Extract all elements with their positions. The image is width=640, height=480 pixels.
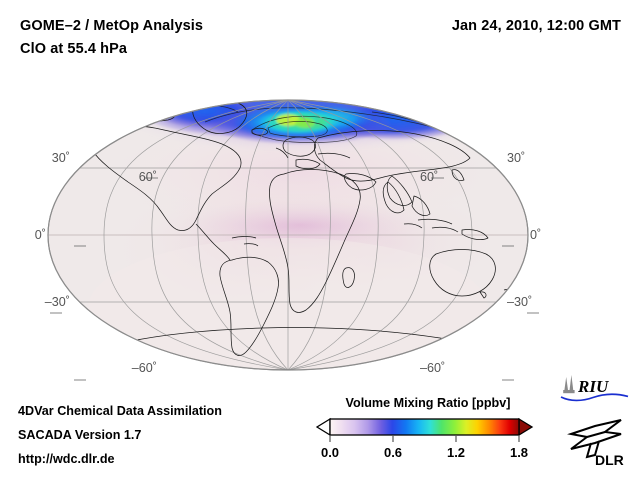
map-plot: 60˚ 30˚ 0˚ –30˚ –60˚ 60˚ 30˚ 0˚ –30˚ –60… bbox=[0, 78, 640, 383]
lat-label-left-m60: –60˚ bbox=[131, 361, 157, 375]
colorbar-gradient bbox=[329, 418, 520, 436]
dlr-wordmark: DLR bbox=[595, 452, 624, 468]
footer-line-version: SACADA Version 1.7 bbox=[18, 428, 142, 442]
colorbar-min-arrow bbox=[316, 417, 331, 437]
riu-wordmark: RIU bbox=[577, 377, 609, 396]
colorbar-swatch bbox=[316, 417, 534, 442]
globe-contents bbox=[48, 100, 528, 370]
colorbar-tick-0: 0.0 bbox=[320, 445, 340, 460]
colorbar-tick-3: 1.8 bbox=[509, 445, 529, 460]
riu-wave-icon bbox=[560, 393, 629, 402]
lat-label-right-m30: –30˚ bbox=[507, 295, 533, 309]
colorbar-tick-1: 0.6 bbox=[383, 445, 403, 460]
lat-label-left-60: 60˚ bbox=[138, 170, 157, 184]
colorbar-tick-2: 1.2 bbox=[446, 445, 466, 460]
page-title: GOME–2 / MetOp Analysis bbox=[20, 18, 204, 34]
lat-label-right-30: 30˚ bbox=[507, 151, 526, 165]
colorbar-ticks bbox=[329, 435, 520, 442]
page-subtitle: ClO at 55.4 hPa bbox=[20, 41, 128, 57]
colorbar-max-arrow bbox=[518, 417, 534, 437]
lat-tick-marks bbox=[50, 177, 539, 381]
lat-label-left-0: 0˚ bbox=[34, 228, 46, 242]
map-svg bbox=[47, 99, 539, 381]
lat-label-right-60: 60˚ bbox=[420, 170, 439, 184]
lat-label-left-30: 30˚ bbox=[51, 151, 70, 165]
riu-spires-icon bbox=[563, 375, 575, 394]
background-field bbox=[88, 118, 500, 370]
dlr-logo: DLR bbox=[567, 419, 624, 468]
lat-label-right-0: 0˚ bbox=[530, 228, 542, 242]
footer-line-method: 4DVar Chemical Data Assimilation bbox=[18, 404, 222, 418]
footer-line-url[interactable]: http://wdc.dlr.de bbox=[18, 452, 115, 466]
riu-logo: RIU bbox=[560, 375, 629, 402]
timestamp-label: Jan 24, 2010, 12:00 GMT bbox=[451, 18, 621, 34]
dlr-arrow-icon bbox=[567, 419, 622, 459]
clo-plume bbox=[125, 100, 485, 152]
colorbar: Volume Mixing Ratio [ppbv] bbox=[316, 396, 540, 472]
lat-label-right-m60: –60˚ bbox=[420, 361, 446, 375]
lat-label-left-m30: –30˚ bbox=[44, 295, 70, 309]
colorbar-title: Volume Mixing Ratio [ppbv] bbox=[345, 396, 511, 410]
globe-border bbox=[47, 99, 529, 371]
